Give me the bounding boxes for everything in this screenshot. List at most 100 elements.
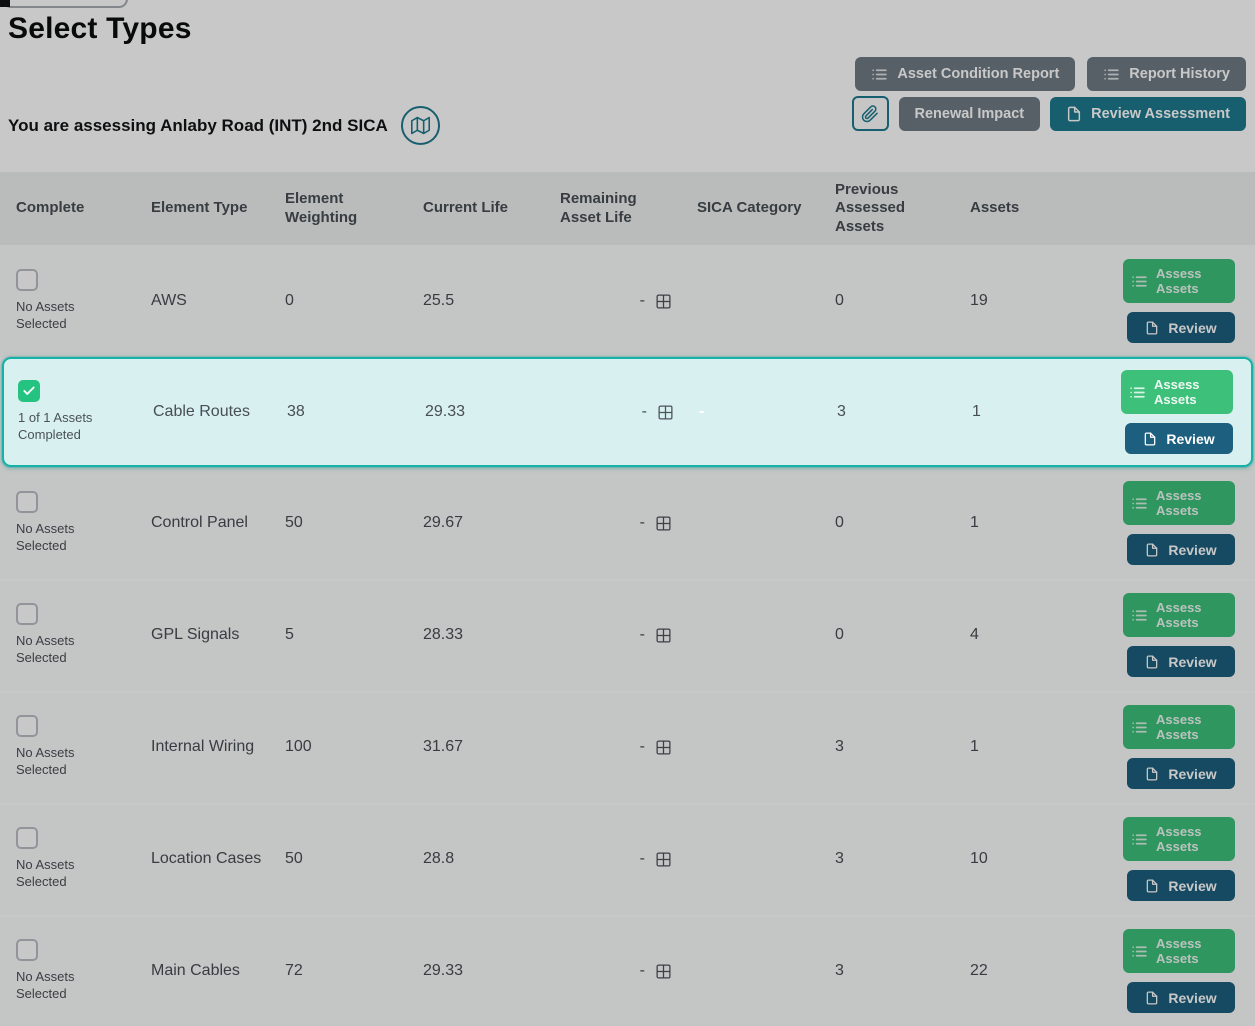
cropped-topleft-fragment [0, 0, 10, 7]
element-weighting-cell: 100 [285, 738, 312, 755]
paperclip-icon [861, 104, 879, 123]
previous-assessed-assets-cell: 0 [835, 626, 844, 643]
complete-checkbox[interactable] [16, 827, 38, 850]
element-weighting-cell: 5 [285, 626, 294, 643]
review-button[interactable]: Review [1127, 982, 1235, 1013]
remaining-asset-life-cell: - [560, 738, 697, 756]
assets-cell: 1 [972, 403, 981, 420]
map-button[interactable] [400, 106, 440, 145]
table-row: No Assets Selected Internal Wiring 100 3… [0, 691, 1255, 803]
asset-condition-report-button[interactable]: Asset Condition Report [855, 57, 1076, 91]
complete-cell: No Assets Selected [16, 603, 151, 667]
assess-assets-button[interactable]: Assess Assets [1123, 259, 1235, 303]
assess-assets-button[interactable]: Assess Assets [1123, 481, 1235, 525]
sica-category-value: - [699, 403, 705, 420]
previous-assessed-assets-cell: 3 [835, 850, 844, 867]
assess-assets-label: Assess Assets [1154, 376, 1200, 407]
review-assessment-button[interactable]: Review Assessment [1050, 96, 1246, 131]
complete-checkbox[interactable] [16, 715, 38, 738]
remaining-asset-life-value: - [639, 514, 645, 531]
element-type-cell: Cable Routes [153, 403, 250, 420]
assessing-text: You are assessing Anlaby Road (INT) 2nd … [8, 115, 388, 135]
file-icon [1145, 991, 1159, 1005]
assess-assets-button[interactable]: Assess Assets [1123, 929, 1235, 973]
remaining-asset-life-value: - [639, 292, 645, 309]
current-life-cell: 29.67 [423, 514, 464, 531]
assess-assets-label: Assess Assets [1156, 265, 1202, 296]
review-button[interactable]: Review [1127, 646, 1235, 677]
col-header-element-weighting: Element Weighting [285, 190, 358, 226]
assess-assets-label: Assess Assets [1156, 711, 1202, 742]
col-header-remaining-asset-life: Remaining Asset Life [560, 190, 637, 226]
review-button[interactable]: Review [1125, 423, 1233, 454]
review-label: Review [1168, 989, 1217, 1006]
remaining-asset-life-value: - [639, 850, 645, 867]
table-body: No Assets Selected AWS 0 25.5 - 0 19 Ass… [0, 245, 1255, 1026]
actions-cell: Assess Assets Review [1110, 259, 1255, 343]
complete-checkbox[interactable] [16, 939, 38, 962]
complete-cell: No Assets Selected [16, 827, 151, 891]
file-icon [1145, 655, 1159, 669]
previous-assessed-assets-cell: 0 [835, 514, 844, 531]
assess-assets-label: Assess Assets [1156, 823, 1202, 854]
renewal-impact-button[interactable]: Renewal Impact [898, 96, 1041, 131]
assets-cell: 4 [970, 626, 979, 643]
review-button[interactable]: Review [1127, 312, 1235, 343]
grid-table-icon[interactable] [655, 515, 672, 532]
review-label: Review [1168, 653, 1217, 670]
table-row: No Assets Selected Main Cables 72 29.33 … [0, 915, 1255, 1026]
assess-assets-button[interactable]: Assess Assets [1123, 705, 1235, 749]
remaining-asset-life-cell: - [560, 850, 697, 868]
review-button[interactable]: Review [1127, 534, 1235, 565]
assess-assets-button[interactable]: Assess Assets [1121, 370, 1233, 414]
col-header-element-type: Element Type [151, 199, 248, 217]
file-icon [1066, 106, 1082, 122]
complete-checkbox[interactable] [16, 491, 38, 514]
check-icon [23, 386, 35, 395]
review-label: Review [1166, 430, 1215, 447]
current-life-cell: 28.33 [423, 626, 464, 643]
col-header-sica-category: SICA Category [697, 199, 802, 217]
remaining-asset-life-value: - [639, 626, 645, 643]
element-type-cell: Main Cables [151, 962, 240, 979]
file-icon [1145, 767, 1159, 781]
complete-checkbox[interactable] [18, 380, 40, 403]
assess-assets-button[interactable]: Assess Assets [1123, 817, 1235, 861]
table-row: 1 of 1 Assets Completed Cable Routes 38 … [2, 357, 1253, 467]
file-icon [1143, 432, 1157, 446]
remaining-asset-life-cell: - [562, 403, 699, 421]
complete-cell: No Assets Selected [16, 269, 151, 333]
current-life-cell: 29.33 [425, 403, 466, 420]
grid-table-icon[interactable] [655, 293, 672, 310]
assets-selected-status: No Assets Selected [16, 633, 75, 665]
table-header-row: Complete Element Type Element Weighting … [0, 172, 1255, 245]
element-type-cell: Location Cases [151, 850, 262, 867]
grid-table-icon[interactable] [657, 404, 674, 421]
assess-assets-label: Assess Assets [1156, 935, 1202, 966]
complete-checkbox[interactable] [16, 269, 38, 292]
review-button[interactable]: Review [1127, 758, 1235, 789]
grid-table-icon[interactable] [655, 963, 672, 980]
file-icon [1145, 321, 1159, 335]
grid-table-icon[interactable] [655, 739, 672, 756]
col-header-complete: Complete [16, 199, 85, 217]
attachments-button[interactable] [851, 96, 889, 131]
remaining-asset-life-value: - [639, 962, 645, 979]
file-icon [1145, 879, 1159, 893]
element-type-cell: GPL Signals [151, 626, 240, 643]
complete-checkbox[interactable] [16, 603, 38, 626]
review-label: Review [1168, 541, 1217, 558]
assessment-buttons-row: Renewal Impact Review Assessment [851, 96, 1246, 131]
actions-cell: Assess Assets Review [1110, 593, 1255, 677]
actions-cell: Assess Assets Review [1110, 929, 1255, 1013]
grid-table-icon[interactable] [655, 851, 672, 868]
grid-table-icon[interactable] [655, 627, 672, 644]
actions-cell: Assess Assets Review [1110, 817, 1255, 901]
table-row: No Assets Selected AWS 0 25.5 - 0 19 Ass… [0, 245, 1255, 357]
report-history-button[interactable]: Report History [1087, 57, 1246, 91]
assess-assets-button[interactable]: Assess Assets [1123, 593, 1235, 637]
assets-selected-status: No Assets Selected [16, 969, 75, 1001]
assets-selected-status: No Assets Selected [16, 857, 75, 889]
previous-assessed-assets-cell: 3 [835, 738, 844, 755]
review-button[interactable]: Review [1127, 870, 1235, 901]
